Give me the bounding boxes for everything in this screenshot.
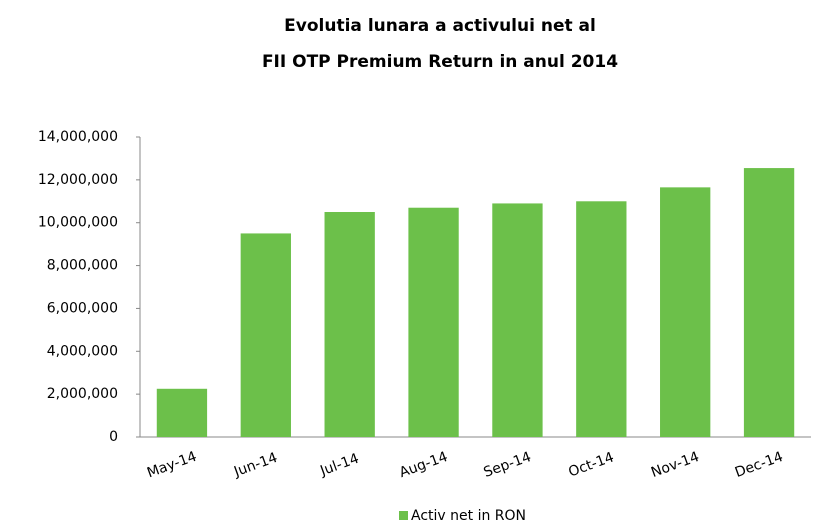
y-tick-label: 8,000,000 bbox=[47, 258, 118, 274]
x-tick-label: Aug-14 bbox=[397, 449, 450, 481]
y-tick-label: 14,000,000 bbox=[38, 129, 118, 145]
bar bbox=[156, 388, 208, 437]
legend-label: Activ net in RON bbox=[411, 508, 526, 524]
bar bbox=[408, 207, 459, 437]
chart-title: FII OTP Premium Return in anul 2014 bbox=[262, 52, 618, 72]
y-tick-label: 0 bbox=[109, 429, 118, 445]
bar bbox=[492, 203, 543, 437]
bar bbox=[324, 212, 375, 437]
bar bbox=[240, 233, 291, 437]
y-tick-label: 6,000,000 bbox=[47, 300, 118, 316]
x-tick-label: Nov-14 bbox=[649, 449, 701, 481]
x-tick-label: Oct-14 bbox=[566, 449, 616, 480]
y-tick-label: 4,000,000 bbox=[47, 343, 118, 359]
chart-title: Evolutia lunara a activului net al bbox=[284, 16, 596, 36]
y-tick-label: 12,000,000 bbox=[38, 172, 118, 188]
legend-swatch bbox=[399, 511, 408, 520]
x-tick-label: May-14 bbox=[145, 449, 199, 482]
bar bbox=[576, 201, 627, 437]
x-tick-label: Jul-14 bbox=[317, 451, 361, 480]
bar bbox=[660, 187, 711, 437]
x-tick-label: Jun-14 bbox=[231, 450, 280, 481]
x-tick-label: Sep-14 bbox=[482, 449, 534, 481]
bar bbox=[743, 168, 795, 438]
x-tick-label: Dec-14 bbox=[733, 449, 786, 481]
y-tick-label: 10,000,000 bbox=[38, 215, 118, 231]
y-tick-label: 2,000,000 bbox=[47, 386, 118, 402]
